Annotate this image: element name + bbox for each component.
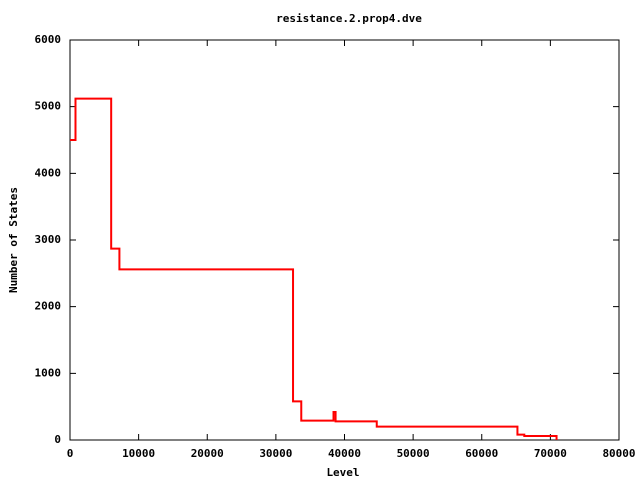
y-tick-label: 3000 (35, 233, 62, 246)
x-tick-label: 30000 (259, 447, 292, 460)
x-tick-label: 50000 (397, 447, 430, 460)
y-tick-label: 5000 (35, 100, 62, 113)
y-tick-label: 1000 (35, 366, 62, 379)
x-axis-label: Level (326, 466, 359, 479)
x-tick-label: 0 (67, 447, 74, 460)
data-line (70, 97, 558, 440)
chart-title: resistance.2.prop4.dve (276, 12, 422, 25)
x-tick-label: 10000 (122, 447, 155, 460)
x-tick-label: 80000 (602, 447, 635, 460)
y-tick-label: 2000 (35, 300, 62, 313)
y-tick-label: 0 (54, 433, 61, 446)
x-tick-label: 60000 (465, 447, 498, 460)
plot-border (69, 39, 620, 441)
x-tick-label: 40000 (328, 447, 361, 460)
x-tick-label: 20000 (191, 447, 224, 460)
x-tick-label: 70000 (534, 447, 567, 460)
y-tick-label: 4000 (35, 166, 62, 179)
y-tick-label: 6000 (35, 33, 62, 46)
y-axis-label: Number of States (7, 187, 20, 293)
